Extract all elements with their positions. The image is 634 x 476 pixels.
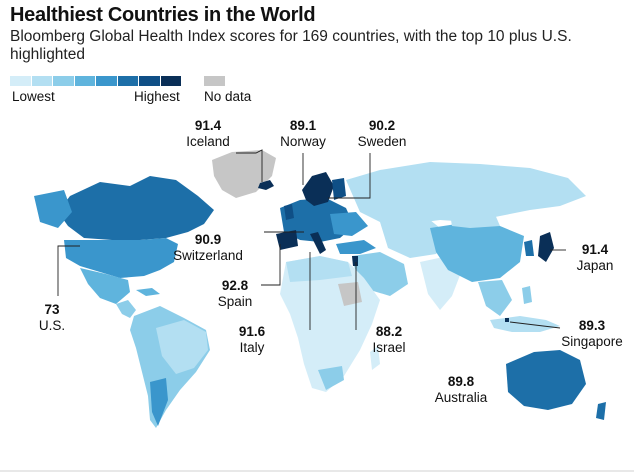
italy-value: 91.6 — [238, 324, 266, 339]
israel-value: 88.2 — [375, 324, 403, 339]
central-america — [116, 300, 136, 318]
iceland-value: 91.4 — [194, 118, 222, 133]
legend-swatch-4 — [74, 76, 95, 86]
switzerland-label: Switzerland — [173, 248, 243, 263]
south-africa — [318, 366, 344, 390]
canada — [58, 176, 214, 240]
switzerland-value: 90.9 — [194, 232, 222, 247]
united-states — [64, 238, 178, 278]
iceland-label: Iceland — [186, 134, 230, 149]
annotation-norway: 89.1 Norway — [274, 118, 332, 150]
cuba — [136, 288, 160, 296]
map-subtitle: Bloomberg Global Health Index scores for… — [10, 28, 572, 63]
australia-value: 89.8 — [447, 374, 475, 389]
legend-highest-label: Highest — [134, 89, 180, 104]
legend-swatch-2 — [31, 76, 52, 86]
italy-label: Italy — [239, 340, 265, 355]
iceland — [258, 180, 274, 190]
us-label: U.S. — [38, 318, 66, 333]
philippines — [522, 286, 532, 304]
korea — [524, 240, 534, 256]
norway-label: Norway — [280, 134, 326, 149]
legend-swatch-8 — [160, 76, 181, 86]
mongolia — [450, 212, 500, 228]
annotation-israel: 88.2 Israel — [362, 324, 416, 356]
us-value: 73 — [44, 302, 60, 317]
southeast-asia — [478, 280, 512, 316]
leader-us — [57, 245, 80, 296]
japan-label: Japan — [576, 258, 614, 273]
annotation-spain: 92.8 Spain — [212, 278, 258, 310]
eastern-europe — [330, 212, 368, 236]
scandinavia — [302, 172, 334, 206]
alaska — [34, 190, 72, 228]
new-zealand — [596, 402, 606, 420]
leader-spain — [261, 244, 281, 286]
japan — [538, 232, 554, 262]
north-africa — [286, 256, 352, 282]
norway-value: 89.1 — [289, 118, 317, 133]
singapore — [505, 318, 509, 322]
australia-label: Australia — [434, 390, 488, 405]
legend-no-data-label: No data — [204, 89, 252, 104]
spain-label: Spain — [217, 294, 253, 309]
italy — [310, 232, 326, 254]
madagascar — [370, 346, 380, 370]
singapore-label: Singapore — [561, 334, 623, 349]
israel — [352, 256, 358, 266]
map-title: Healthiest Countries in the World — [10, 4, 316, 26]
legend-swatch-1 — [10, 76, 31, 86]
legend-swatch-3 — [53, 76, 74, 86]
chile-argentina — [150, 378, 168, 426]
israel-label: Israel — [372, 340, 406, 355]
annotation-us: 73 U.S. — [34, 302, 70, 334]
japan-value: 91.4 — [581, 242, 609, 257]
legend-swatch-no-data — [204, 76, 225, 86]
uk — [284, 204, 294, 220]
legend-swatch-5 — [96, 76, 117, 86]
annotation-singapore: 89.3 Singapore — [556, 318, 628, 350]
leader-iceland — [236, 149, 263, 182]
annotation-japan: 91.4 Japan — [570, 242, 620, 274]
mexico — [80, 268, 130, 304]
annotation-australia: 89.8 Australia — [428, 374, 494, 406]
australia — [506, 350, 586, 410]
leader-singapore — [509, 321, 561, 329]
sweden-label: Sweden — [357, 134, 407, 149]
sweden-value: 90.2 — [368, 118, 396, 133]
spain-value: 92.8 — [221, 278, 249, 293]
spain — [276, 230, 298, 250]
leader-sweden — [328, 153, 371, 199]
legend-swatch-7 — [139, 76, 160, 86]
legend-lowest-label: Lowest — [12, 89, 55, 104]
russia — [346, 162, 586, 224]
china — [430, 222, 524, 282]
annotation-iceland: 91.4 Iceland — [180, 118, 236, 150]
annotation-switzerland: 90.9 Switzerland — [168, 232, 248, 264]
turkey — [336, 240, 376, 254]
legend-swatch-6 — [117, 76, 138, 86]
brazil — [156, 320, 208, 374]
annotation-italy: 91.6 Italy — [230, 324, 274, 356]
singapore-value: 89.3 — [578, 318, 606, 333]
greenland — [212, 150, 276, 198]
annotation-sweden: 90.2 Sweden — [352, 118, 412, 150]
finland — [332, 178, 346, 200]
